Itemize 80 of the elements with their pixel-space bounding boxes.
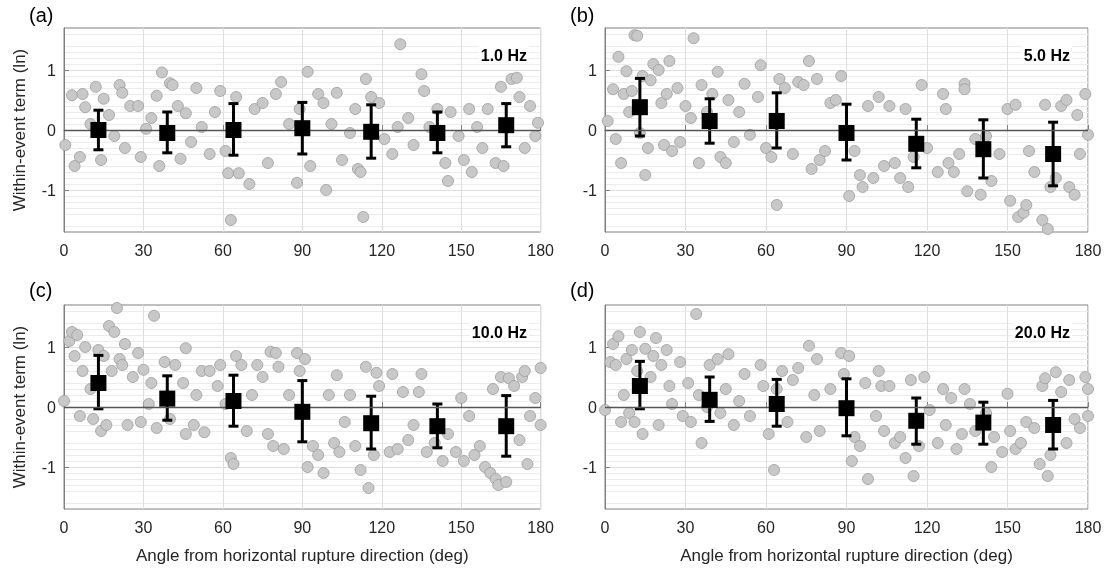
y-tick-label: -1 [582, 458, 598, 476]
point [701, 391, 718, 408]
x-tick-label: 0 [59, 241, 69, 259]
point [159, 390, 176, 407]
point [908, 135, 925, 152]
x-axis-title: Angle from horizontal rupture direction (deg) [136, 546, 469, 565]
x-tick-label: 180 [527, 241, 555, 259]
x-tick-label: 120 [913, 241, 941, 259]
point [768, 396, 785, 412]
y-tick-label: -1 [41, 181, 57, 199]
x-tick-label: 30 [134, 241, 153, 259]
y-tick-label: 1 [588, 338, 598, 356]
point [90, 375, 107, 391]
point [631, 378, 648, 394]
x-tick-label: 150 [447, 518, 475, 536]
point [768, 113, 785, 129]
point [1045, 146, 1062, 162]
x-tick-label: 150 [994, 241, 1021, 259]
point [429, 125, 446, 141]
x-tick-label: 120 [368, 241, 396, 259]
annotation: 20.0 Hz [1014, 323, 1070, 341]
y-tick-label: 1 [47, 338, 57, 356]
x-tick-label: 0 [59, 518, 69, 536]
x-tick-label: 90 [293, 241, 312, 259]
point [631, 99, 648, 116]
point [363, 415, 380, 432]
point [498, 117, 515, 134]
chart-title: (d) [570, 279, 595, 301]
x-tick-label: 0 [600, 518, 610, 536]
chart-title: (c) [29, 279, 53, 301]
y-tick-label: 0 [588, 398, 598, 416]
annotation: 10.0 Hz [471, 323, 527, 341]
point [429, 418, 446, 435]
point [294, 120, 311, 137]
y-tick-label: 1 [588, 61, 598, 79]
point [159, 125, 176, 141]
point [908, 412, 925, 429]
x-tick-label: 30 [134, 518, 153, 536]
y-tick-label: -1 [582, 181, 598, 199]
x-tick-label: 180 [1074, 241, 1102, 259]
y-axis-title: Within-event term (ln) [10, 48, 29, 212]
chart-title: (b) [570, 4, 595, 26]
y-axis-title: Within-event term (ln) [10, 325, 29, 489]
x-tick-label: 150 [447, 241, 475, 259]
point [975, 414, 992, 431]
y-tick-label: 0 [47, 121, 57, 139]
x-tick-label: 0 [600, 241, 610, 259]
x-tick-label: 90 [837, 241, 856, 259]
y-tick-label: 0 [47, 398, 57, 416]
point [1045, 417, 1062, 433]
point [363, 123, 380, 140]
x-tick-label: 60 [213, 518, 232, 536]
point [701, 113, 718, 129]
x-tick-label: 120 [913, 518, 941, 536]
point [838, 400, 855, 417]
point [225, 122, 242, 138]
chart-title: (a) [29, 4, 54, 26]
x-tick-label: 120 [368, 518, 396, 536]
point [225, 393, 242, 409]
point [294, 403, 311, 420]
x-tick-label: 30 [676, 518, 695, 536]
y-tick-label: -1 [41, 458, 57, 476]
x-tick-label: 150 [994, 518, 1021, 536]
x-tick-label: 180 [527, 518, 555, 536]
x-tick-label: 30 [676, 241, 695, 259]
y-tick-label: 0 [588, 121, 598, 139]
x-tick-label: 90 [293, 518, 312, 536]
annotation: 5.0 Hz [1023, 46, 1071, 64]
annotation: 1.0 Hz [480, 46, 528, 64]
x-axis-title: Angle from horizontal rupture direction (deg) [680, 546, 1013, 565]
x-tick-label: 60 [213, 241, 232, 259]
point [975, 141, 992, 158]
point [838, 125, 855, 141]
point [498, 418, 515, 435]
x-tick-label: 180 [1074, 518, 1102, 536]
x-tick-label: 90 [837, 518, 856, 536]
x-tick-label: 60 [757, 518, 775, 536]
y-tick-label: 1 [47, 61, 57, 79]
x-tick-label: 60 [757, 241, 775, 259]
point [90, 122, 107, 138]
